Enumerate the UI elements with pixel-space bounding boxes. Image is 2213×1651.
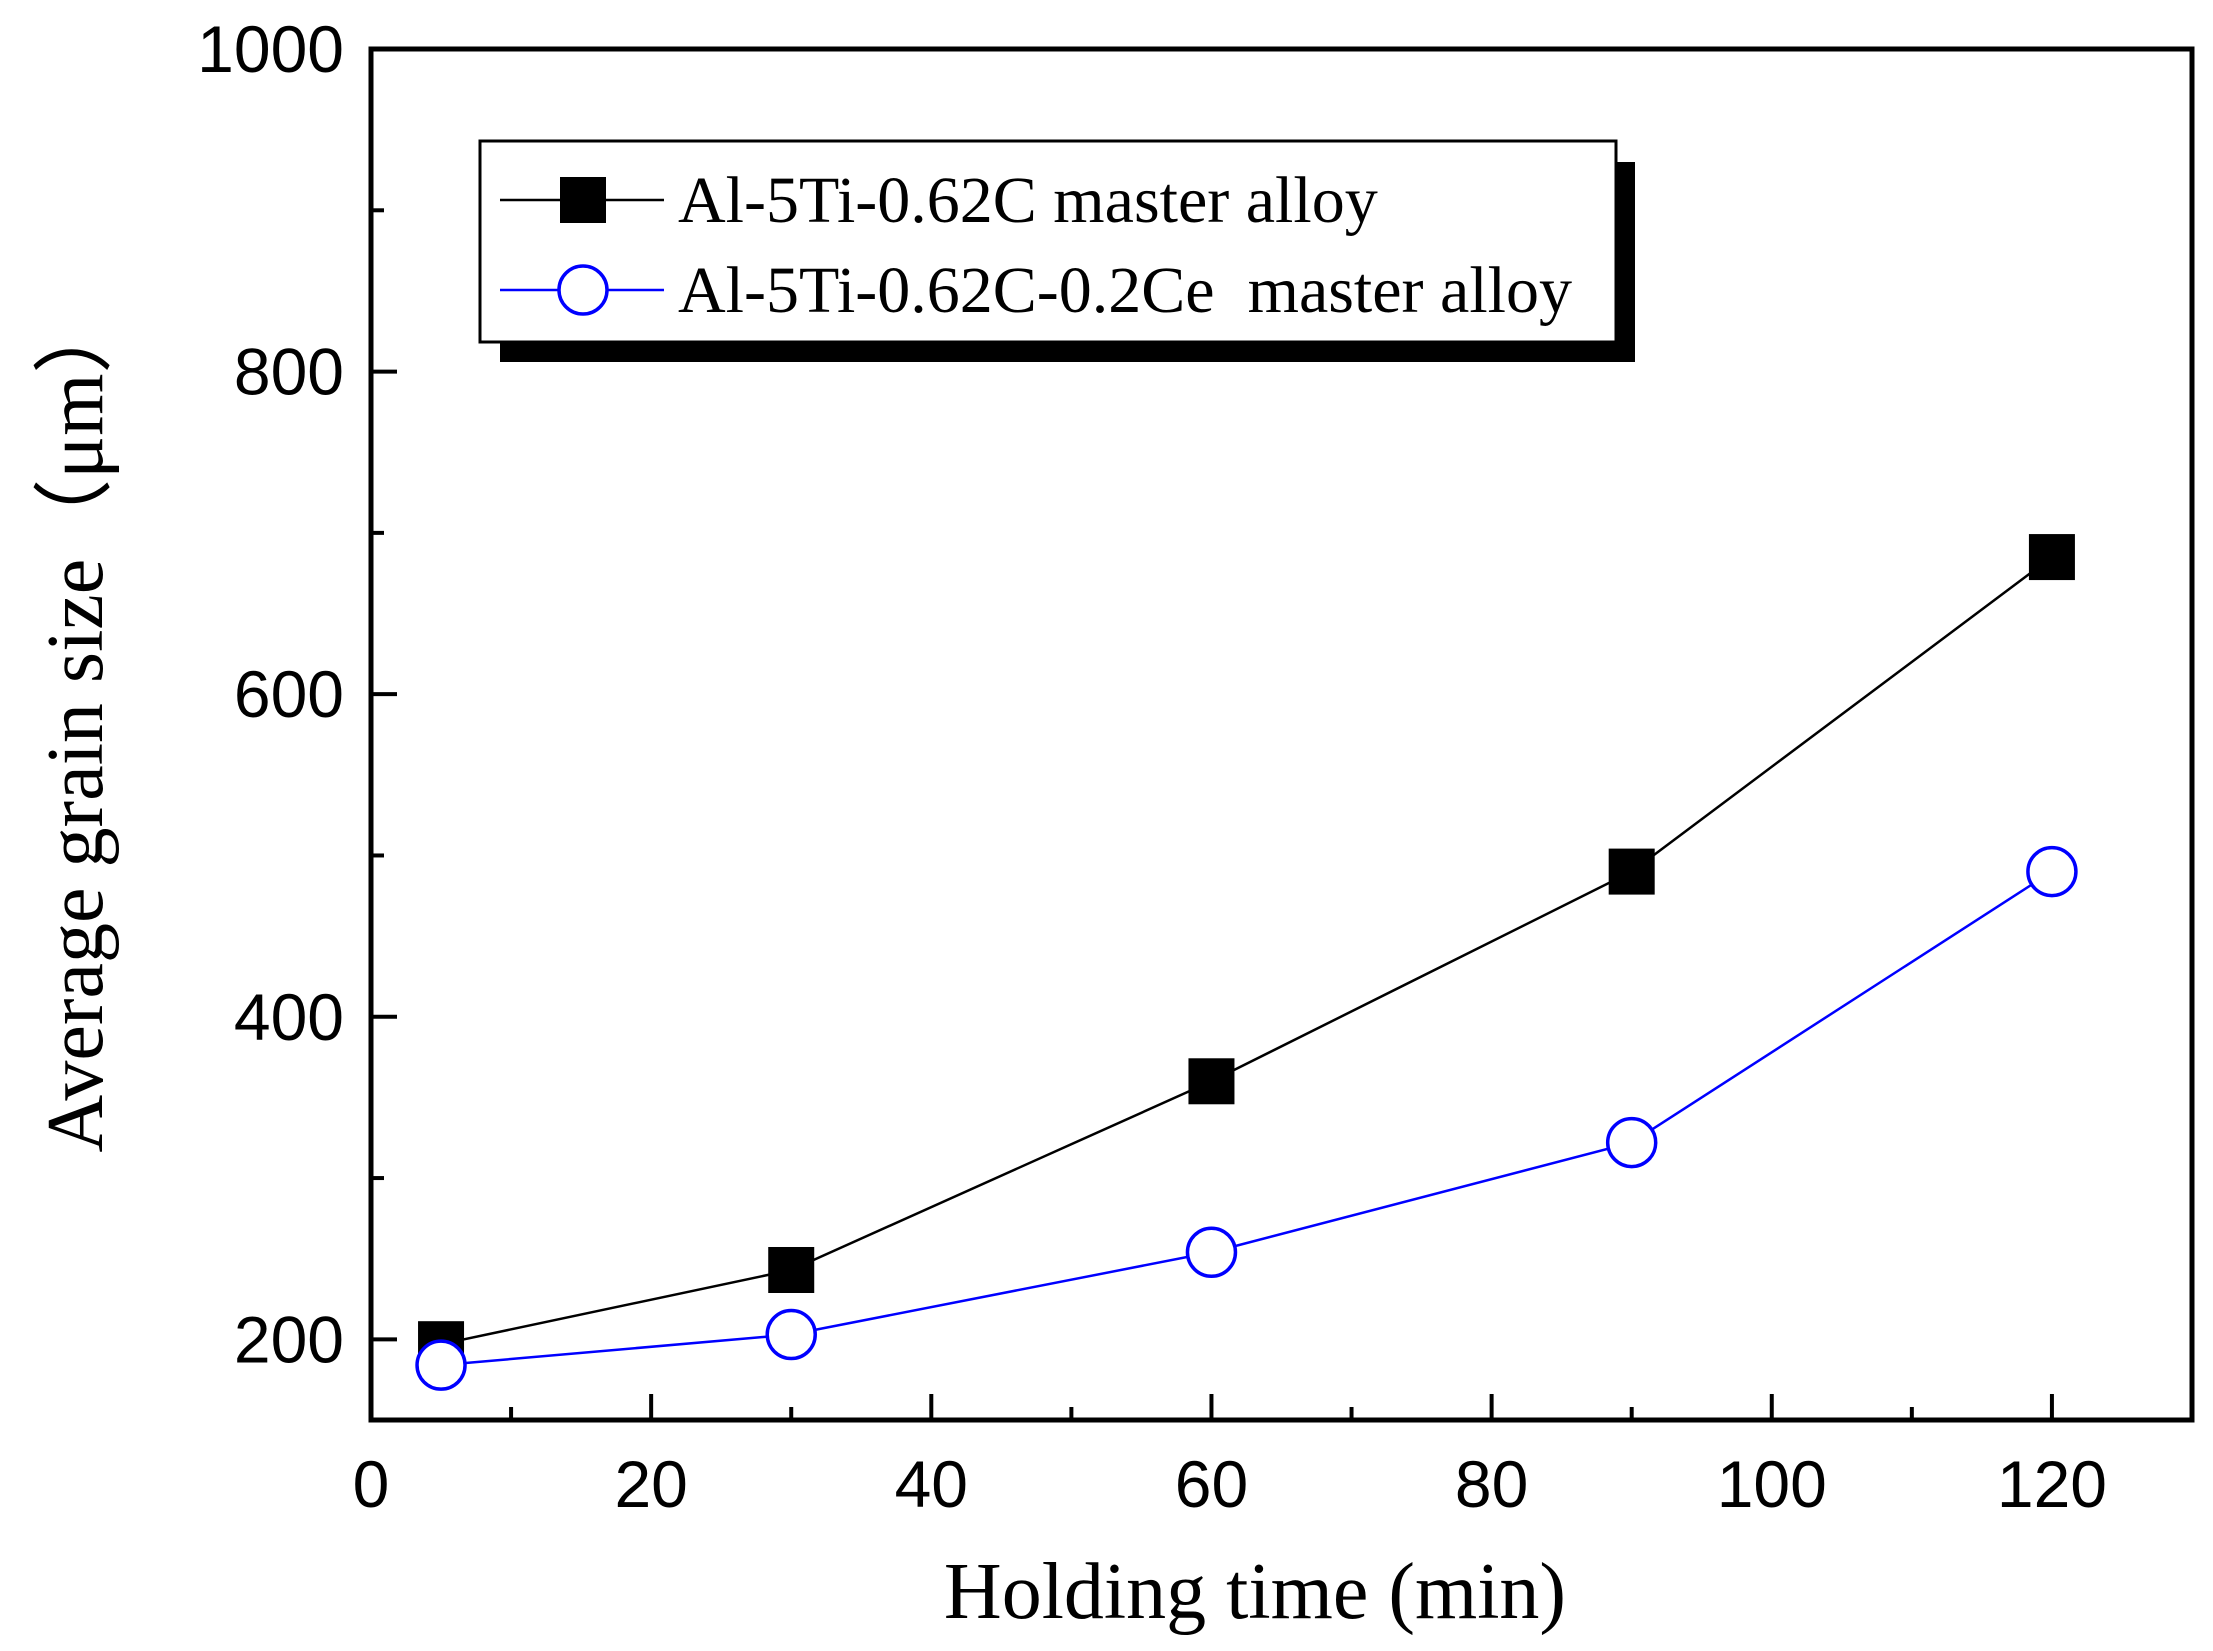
y-axis-title: Average grain size（μm） [32, 294, 120, 1153]
plot-frame [368, 46, 2195, 1423]
x-tick-label: 120 [1997, 1447, 2107, 1521]
y-tick-label: 400 [234, 980, 344, 1054]
x-tick-label: 0 [353, 1447, 390, 1521]
x-tick-label: 80 [1455, 1447, 1528, 1521]
data-point [415, 1339, 467, 1391]
data-point [1608, 848, 1655, 895]
legend-label-series-1: Al-5Ti-0.62C master alloy [678, 164, 1378, 237]
legend-box [478, 139, 1618, 344]
x-tick-label: 60 [1175, 1447, 1248, 1521]
y-tick-label: 800 [234, 335, 344, 409]
legend-marker-series-2 [557, 264, 609, 316]
y-tick-label: 1000 [197, 12, 344, 86]
legend: Al-5Ti-0.62C master alloy Al-5Ti-0.62C-0… [478, 139, 1635, 362]
x-tick-label: 20 [614, 1447, 687, 1521]
y-tick-label: 200 [234, 1302, 344, 1376]
y-tick-label: 600 [234, 657, 344, 731]
legend-label-series-2: Al-5Ti-0.62C-0.2Ce master alloy [678, 254, 1572, 327]
y-axis: 200 400 600 800 1000 [197, 12, 397, 1376]
data-point [2026, 845, 2078, 898]
data-point [1185, 1226, 1238, 1279]
x-tick-label: 100 [1717, 1447, 1827, 1521]
x-tick-label: 40 [895, 1447, 968, 1521]
series-line-2 [440, 870, 2053, 1367]
data-point [2028, 534, 2075, 581]
x-axis: 0 20 40 60 80 100 120 [353, 1394, 2194, 1521]
x-axis-title: Holding time (min) [944, 1548, 1566, 1636]
legend-marker-series-1 [560, 177, 606, 223]
series-line-1 [440, 556, 2053, 1346]
data-point [1605, 1116, 1658, 1169]
data-point [768, 1246, 815, 1293]
data-point [1188, 1058, 1235, 1105]
data-point [765, 1308, 817, 1361]
plot-series [415, 534, 2078, 1391]
